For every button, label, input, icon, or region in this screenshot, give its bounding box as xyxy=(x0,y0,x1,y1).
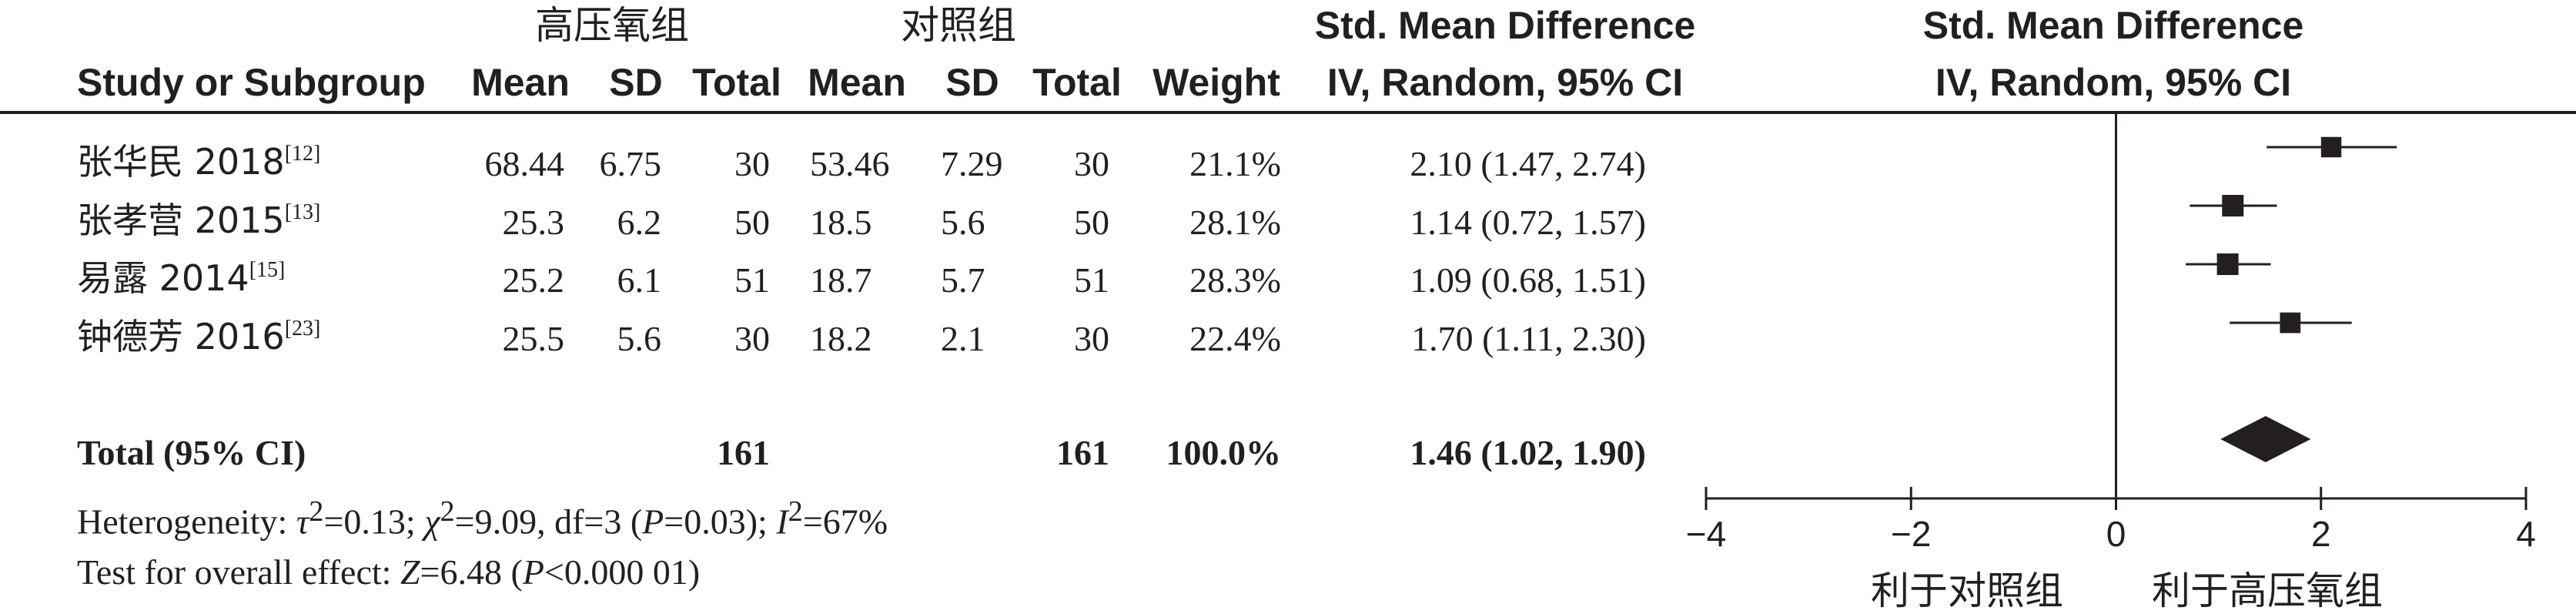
weight-value: 22.4% xyxy=(1189,319,1281,358)
header-rule xyxy=(0,111,2576,114)
x-tick-label: 2 xyxy=(2311,514,2331,554)
smd-method-header: IV, Random, 95% CI xyxy=(1326,61,1684,104)
study-column-header: Study or Subgroup xyxy=(77,61,426,104)
mean-ctl-value: 18.7 xyxy=(810,260,872,300)
total-exp-value: 50 xyxy=(734,203,770,242)
sd-exp-value: 5.6 xyxy=(617,319,662,358)
favours-experimental-label: 利于高压氧组 xyxy=(2152,569,2383,613)
total-exp-value: 30 xyxy=(734,319,770,358)
mean-ctl-value: 18.5 xyxy=(810,203,872,242)
total-ctl-value: 50 xyxy=(1074,203,1109,242)
x-tick-label: −4 xyxy=(1686,514,1726,554)
ci-text: 2.10 (1.47, 2.74) xyxy=(1410,144,1646,183)
mean-exp-value: 25.2 xyxy=(502,260,565,300)
sd-exp-value: 6.2 xyxy=(617,203,662,242)
study-name: 张孝营 2015[13] xyxy=(77,200,321,241)
total-exp-value: 30 xyxy=(734,144,770,183)
weight-header: Weight xyxy=(1153,61,1280,104)
mean-ctl-value: 53.46 xyxy=(810,144,890,183)
sd-exp-value: 6.1 xyxy=(617,260,662,300)
mean-exp-value: 68.44 xyxy=(484,144,565,183)
ci-text: 1.14 (0.72, 1.57) xyxy=(1410,203,1646,242)
total-exp-sum: 161 xyxy=(717,433,770,472)
sd-ctl-value: 5.6 xyxy=(941,203,985,242)
sd-ctl-value: 5.7 xyxy=(941,260,985,300)
mean-exp-value: 25.5 xyxy=(502,319,565,358)
sd-ctl-header: SD xyxy=(945,61,999,104)
ci-text: 1.09 (0.68, 1.51) xyxy=(1410,260,1646,300)
mean-exp-header: Mean xyxy=(471,61,570,104)
total-exp-value: 51 xyxy=(734,260,770,300)
mean-exp-value: 25.3 xyxy=(502,203,565,242)
pooled-diamond xyxy=(2220,416,2311,462)
smd-title-header: Std. Mean Difference xyxy=(1314,4,1696,47)
plot-title-header: Std. Mean Difference xyxy=(1922,4,2304,47)
x-tick-label: 4 xyxy=(2516,514,2536,554)
weight-value: 28.1% xyxy=(1189,203,1281,242)
total-ctl-value: 51 xyxy=(1074,260,1109,300)
plot-method-header: IV, Random, 95% CI xyxy=(1935,61,2292,104)
study-name: 易露 2014[15] xyxy=(77,257,286,299)
x-tick-label: −2 xyxy=(1891,514,1931,554)
ci-text: 1.70 (1.11, 2.30) xyxy=(1411,319,1646,358)
mean-ctl-value: 18.2 xyxy=(810,319,872,358)
sd-ctl-value: 7.29 xyxy=(941,144,1003,183)
x-tick-label: 0 xyxy=(2106,514,2126,554)
sd-ctl-value: 2.1 xyxy=(941,319,985,358)
total-ctl-header: Total xyxy=(1032,61,1122,104)
weight-value: 28.3% xyxy=(1189,260,1281,300)
total-ctl-sum: 161 xyxy=(1056,433,1109,472)
total-ctl-value: 30 xyxy=(1074,319,1109,358)
total-weight: 100.0% xyxy=(1166,433,1282,472)
overall-effect-text: Test for overall effect: Z=6.48 (P<0.000… xyxy=(77,552,701,592)
effect-square xyxy=(2216,253,2239,275)
heterogeneity-text: Heterogeneity: τ2=0.13; χ2=9.09, df=3 (P… xyxy=(77,495,888,542)
sd-exp-header: SD xyxy=(609,61,663,104)
effect-square xyxy=(2280,312,2301,334)
mean-ctl-header: Mean xyxy=(808,61,906,104)
study-name: 钟德芳 2016[23] xyxy=(77,316,321,357)
total-ctl-value: 30 xyxy=(1074,144,1109,183)
weight-value: 21.1% xyxy=(1189,144,1281,183)
total-ci-text: 1.46 (1.02, 1.90) xyxy=(1410,433,1646,472)
study-name: 张华民 2018[12] xyxy=(77,141,321,183)
sd-exp-value: 6.75 xyxy=(599,144,662,183)
group-experimental-header: 高压氧组 xyxy=(535,3,689,48)
group-control-header: 对照组 xyxy=(901,3,1016,48)
total-exp-header: Total xyxy=(692,61,781,104)
total-label: Total (95% CI) xyxy=(77,433,306,472)
favours-control-label: 利于对照组 xyxy=(1871,569,2063,613)
effect-square xyxy=(2320,136,2342,158)
effect-square xyxy=(2222,195,2244,216)
